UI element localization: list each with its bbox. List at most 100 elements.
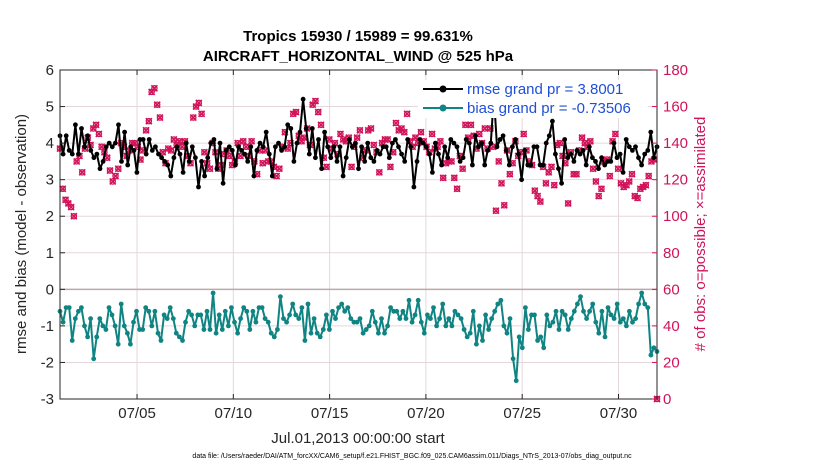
obs-possible-marker: [467, 121, 475, 129]
obs-assimilated-marker: [467, 121, 475, 129]
obs-assimilated-marker: [500, 201, 508, 209]
bias-point: [149, 323, 155, 329]
rmse-point: [303, 126, 309, 131]
rmse-point: [291, 159, 297, 164]
bias-point: [477, 323, 482, 329]
rmse-point: [580, 148, 586, 153]
bias-point: [553, 308, 559, 314]
rmse-point: [448, 137, 454, 142]
bias-point: [541, 345, 547, 351]
rmse-point: [88, 148, 94, 153]
obs-possible-marker: [312, 97, 319, 105]
x-tick-label-0: 07/05: [118, 405, 156, 422]
obs-assimilated-marker: [542, 179, 550, 187]
obs-assimilated-marker: [403, 110, 411, 118]
y-left-tick-label-2: -1: [41, 318, 54, 335]
rmse-point: [171, 155, 177, 161]
obs-assimilated-marker: [520, 130, 528, 138]
obs-assimilated-marker: [142, 126, 150, 134]
rmse-point: [636, 155, 641, 161]
bias-point: [244, 308, 250, 314]
obs-assimilated-marker: [311, 97, 320, 105]
bias-point: [593, 319, 599, 325]
bias-point: [627, 308, 632, 314]
rmse-point: [316, 137, 321, 142]
obs-assimilated-marker: [98, 143, 106, 151]
obs-assimilated-marker: [411, 134, 419, 142]
bias-point: [60, 319, 66, 325]
obs-possible-marker: [314, 108, 322, 116]
bias-point: [207, 327, 213, 332]
obs-assimilated-marker: [436, 137, 444, 145]
y-left-tick-label-8: 5: [46, 99, 54, 116]
rmse-point: [82, 144, 87, 150]
obs-assimilated-marker: [586, 137, 594, 145]
rmse-point: [340, 173, 346, 179]
bias-point: [85, 334, 90, 340]
bias-point: [446, 316, 452, 321]
obs-assimilated-marker: [392, 119, 400, 127]
rmse-point: [79, 126, 84, 131]
obs-assimilated-marker: [175, 137, 183, 145]
bias-point: [523, 305, 528, 310]
bias-point: [385, 323, 390, 329]
obs-assimilated-marker: [400, 128, 408, 136]
rmse-point: [534, 144, 540, 150]
obs-possible-marker: [190, 114, 197, 121]
legend-rmse-label: rmse grand pr = 3.8001: [467, 81, 623, 98]
rmse-point: [279, 148, 284, 153]
data-file-footer: data file: /Users/raeder/DAI/ATM_forcXX/…: [192, 453, 632, 460]
rmse-point: [470, 162, 475, 168]
obs-possible-marker: [106, 167, 114, 174]
rmse-point: [362, 159, 368, 164]
rmse-point: [263, 129, 269, 135]
bias-point: [170, 316, 176, 321]
rmse-point: [217, 140, 223, 146]
rmse-point: [119, 159, 124, 164]
plot-frame: [59, 69, 658, 400]
bias-point: [333, 316, 338, 321]
bias-point: [152, 308, 158, 314]
bias-point: [415, 297, 421, 303]
rmse-point: [60, 151, 66, 157]
obs-assimilated-marker: [367, 124, 375, 133]
bias-point: [167, 305, 173, 310]
rmse-point: [226, 144, 232, 150]
rmse-point: [396, 144, 401, 150]
rmse-point: [313, 155, 318, 161]
bias-point: [489, 316, 495, 321]
rmse-point: [420, 140, 426, 146]
bias-point: [467, 330, 473, 336]
rmse-point: [639, 162, 644, 168]
bias-point: [88, 316, 93, 321]
obs-possible-marker: [625, 178, 633, 185]
obs-assimilated-marker: [492, 207, 500, 215]
rmse-point: [439, 162, 444, 168]
rmse-point: [174, 144, 180, 150]
y-right-tick-label-5: 100: [663, 208, 688, 225]
bias-point: [232, 319, 237, 325]
obs-possible-marker: [628, 170, 636, 178]
obs-assimilated-marker: [375, 168, 383, 176]
y-right-tick-label-8: 160: [663, 99, 688, 116]
rmse-point: [510, 144, 515, 150]
bias-point: [565, 327, 571, 332]
obs-assimilated-marker: [645, 172, 653, 180]
bias-point: [91, 356, 97, 362]
bias-point: [630, 319, 635, 325]
obs-assimilated-marker: [198, 110, 206, 118]
obs-possible-marker: [167, 147, 175, 154]
rmse-point: [399, 151, 404, 157]
bias-point: [614, 301, 620, 307]
bias-point: [363, 327, 369, 332]
bias-point: [79, 305, 84, 310]
obs-possible-marker: [492, 207, 500, 214]
obs-possible-marker: [487, 125, 494, 132]
obs-assimilated-marker: [70, 212, 78, 220]
rmse-point: [590, 155, 595, 161]
legend-bias-label: bias grand pr = -0.73506: [467, 100, 631, 117]
obs-possible-marker: [206, 165, 214, 172]
bias-point: [327, 327, 332, 332]
rmse-point: [494, 144, 500, 150]
rmse-point: [202, 173, 208, 179]
